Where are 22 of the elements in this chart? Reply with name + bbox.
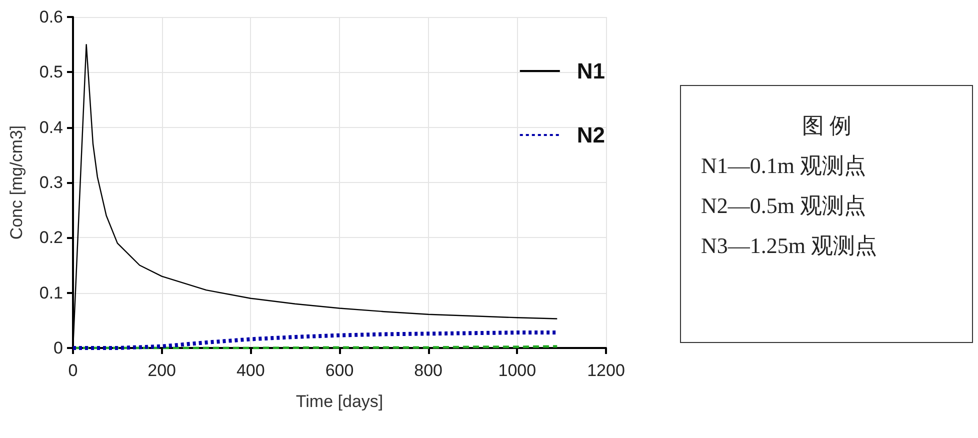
x-tick-label: 1000 (498, 361, 536, 380)
y-tick-label: 0 (54, 338, 63, 358)
y-tick-label: 0.5 (39, 62, 63, 82)
x-tick-label: 400 (236, 361, 265, 380)
legend-label: N2 (576, 122, 605, 148)
y-tick-label: 0.1 (39, 283, 63, 302)
text: N1—0.1m 观测点 (701, 152, 867, 180)
x-axis-title: Time [days] (296, 392, 384, 411)
y-tick-label: 0.3 (39, 173, 63, 192)
x-tick-label: 1200 (587, 361, 625, 380)
x-tick-label: 0 (68, 361, 78, 380)
y-tick-label: 0.6 (39, 8, 63, 26)
x-tick-label: 800 (414, 361, 443, 380)
y-axis-title: Conc [mg/cm3] (7, 125, 26, 240)
y-tick-label: 0.4 (39, 118, 63, 137)
text: N3—1.25m 观测点 (701, 232, 878, 260)
x-tick-label: 200 (148, 361, 176, 380)
legend-label: N1 (576, 58, 605, 84)
y-tick-label: 0.2 (39, 228, 63, 248)
text: N2—0.5m 观测点 (701, 192, 867, 220)
text: 图 例 (800, 112, 852, 140)
x-tick-label: 600 (325, 361, 354, 380)
